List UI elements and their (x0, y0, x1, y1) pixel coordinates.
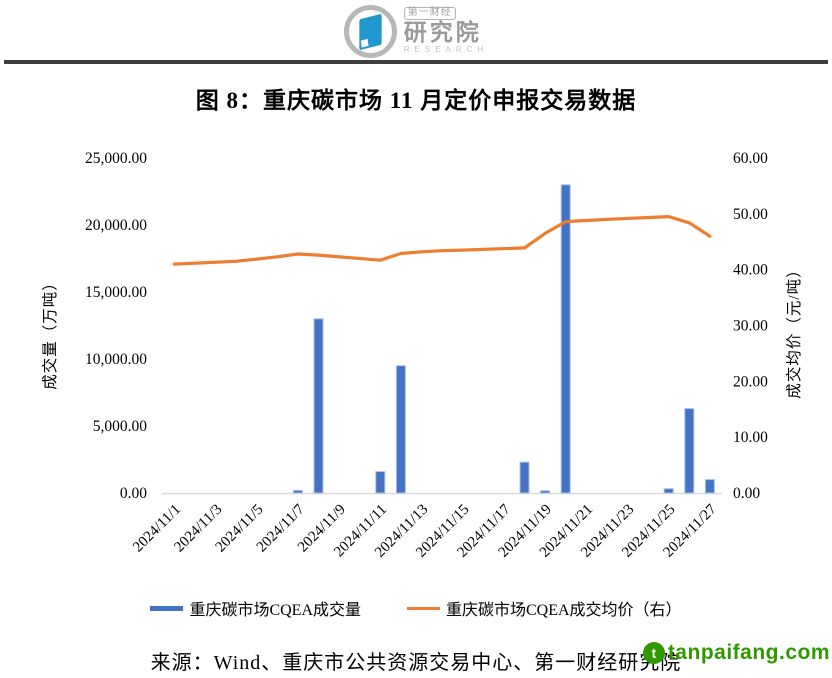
volume-bar (292, 489, 303, 494)
left-axis-tick-label: 20,000.00 (85, 217, 147, 234)
price-series-swatch (407, 606, 440, 610)
watermark-text: tanpaifang.com (667, 641, 830, 664)
right-axis-tick-label: 50.00 (733, 206, 768, 223)
header: 第一财经 研究院 RESEARCH (0, 2, 832, 60)
chart-legend: 重庆碳市场CQEA成交量 重庆碳市场CQEA成交均价（右） (0, 596, 832, 620)
left-axis-title: 成交量（万吨） (41, 274, 59, 390)
left-axis-tick-label: 0.00 (120, 485, 147, 502)
right-axis-tick-label: 10.00 (733, 429, 768, 446)
volume-bar (560, 184, 571, 494)
left-axis-tick-label: 15,000.00 (85, 284, 147, 301)
yicai-research-logo (343, 4, 397, 58)
right-axis-tick-label: 0.00 (733, 485, 760, 502)
volume-bar (663, 488, 674, 494)
logo-brand-main: 研究院 (403, 19, 482, 45)
right-axis-title: 成交均价（元/吨） (785, 261, 803, 398)
logo-brand-sub: RESEARCH (403, 45, 489, 55)
logo-brand-top: 第一财经 (403, 7, 456, 20)
figure-title: 图 8：重庆碳市场 11 月定价申报交易数据 (195, 88, 637, 113)
legend-item-price: 重庆碳市场CQEA成交均价（右） (407, 596, 682, 620)
right-axis-tick-label: 30.00 (733, 318, 768, 335)
volume-bar (519, 461, 530, 494)
volume-bar (684, 408, 695, 494)
left-axis-tick-label: 5,000.00 (93, 418, 148, 435)
legend-label-volume: 重庆碳市场CQEA成交量 (189, 602, 361, 619)
logo-text-block: 第一财经 研究院 RESEARCH (403, 7, 489, 55)
left-axis-tick-label: 10,000.00 (85, 351, 147, 368)
volume-bar (395, 365, 406, 494)
volume-bar (704, 479, 715, 494)
legend-item-volume: 重庆碳市场CQEA成交量 (150, 596, 361, 620)
volume-bar (540, 490, 551, 494)
tanpaifang-logo-icon: t (642, 642, 665, 664)
right-axis-tick-label: 60.00 (733, 150, 768, 167)
right-axis-tick-label: 40.00 (733, 262, 768, 279)
left-axis-tick-label: 25,000.00 (85, 150, 147, 167)
volume-bar (375, 471, 386, 494)
watermark: t tanpaifang.com (642, 641, 830, 665)
volume-bar (313, 318, 324, 494)
source-note: 来源：Wind、重庆市公共资源交易中心、第一财经研究院 (150, 652, 682, 674)
header-divider (4, 60, 828, 64)
volume-series-swatch (150, 605, 184, 611)
right-axis-tick-label: 20.00 (733, 373, 768, 390)
legend-label-price: 重庆碳市场CQEA成交均价（右） (446, 602, 682, 619)
price-line (172, 215, 712, 266)
